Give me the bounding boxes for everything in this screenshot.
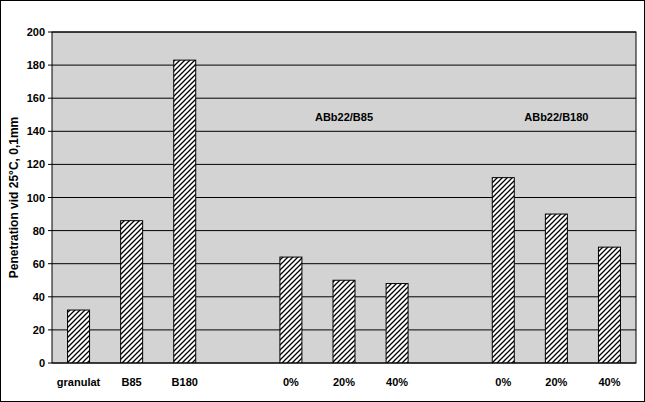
y-tick xyxy=(48,329,52,330)
bar xyxy=(280,257,302,363)
outer-frame xyxy=(1,1,645,402)
bar xyxy=(545,214,567,363)
y-tick xyxy=(48,65,52,66)
y-tick xyxy=(48,131,52,132)
bar xyxy=(68,310,90,363)
x-tick-label: 20% xyxy=(333,376,355,388)
y-tick-label: 160 xyxy=(27,92,45,104)
y-tick-label: 20 xyxy=(33,324,45,336)
y-tick xyxy=(48,197,52,198)
chart-svg: 0 20 40 60 80 100 120 140 160 180 200 granulat B85 B1… xyxy=(0,0,645,402)
chart-container: 0 20 40 60 80 100 120 140 160 180 200 granulat B85 B1… xyxy=(0,0,645,402)
x-tick-label: 20% xyxy=(545,376,567,388)
y-axis-label: Penetration vid 25°C, 0,1mm xyxy=(7,117,21,279)
x-tick-label: 40% xyxy=(598,376,620,388)
grid-line xyxy=(52,197,636,198)
y-tick xyxy=(48,230,52,231)
bar xyxy=(598,247,620,363)
bar xyxy=(386,284,408,363)
plot-background xyxy=(52,32,636,363)
y-tick xyxy=(48,98,52,99)
y-tick-label: 80 xyxy=(33,225,45,237)
x-tick-label: B180 xyxy=(172,376,198,388)
bars xyxy=(68,60,621,363)
bar xyxy=(333,280,355,363)
y-tick xyxy=(48,263,52,264)
grid-line xyxy=(52,65,636,66)
y-tick-label: 60 xyxy=(33,258,45,270)
x-tick-label: 40% xyxy=(386,376,408,388)
y-tick xyxy=(48,32,52,33)
grid-line xyxy=(52,164,636,165)
x-tick-label: granulat xyxy=(57,376,101,388)
y-tick-label: 100 xyxy=(27,192,45,204)
bar xyxy=(121,221,143,363)
y-tick xyxy=(48,164,52,165)
y-tick xyxy=(48,296,52,297)
x-tick-label: 0% xyxy=(495,376,511,388)
annotation: ABb22/B180 xyxy=(524,111,588,123)
x-tick-label: B85 xyxy=(122,376,142,388)
bar xyxy=(174,60,196,363)
plot-frame xyxy=(52,32,636,363)
y-tick-label: 0 xyxy=(39,357,45,369)
y-tick-label: 140 xyxy=(27,125,45,137)
y-tick xyxy=(48,363,52,364)
grid-line xyxy=(52,131,636,132)
x-tick-label: 0% xyxy=(283,376,299,388)
y-tick-label: 200 xyxy=(27,26,45,38)
annotation: ABb22/B85 xyxy=(315,111,373,123)
y-tick-label: 180 xyxy=(27,59,45,71)
bar xyxy=(492,178,514,363)
grid-line xyxy=(52,98,636,99)
y-tick-label: 120 xyxy=(27,158,45,170)
y-tick-label: 40 xyxy=(33,291,45,303)
